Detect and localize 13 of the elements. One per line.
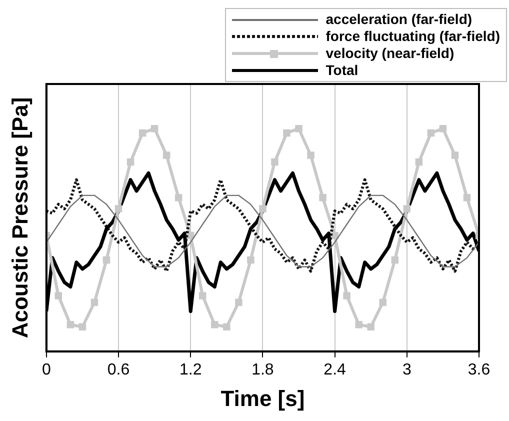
x-axis-title: Time [s] [220,386,305,411]
legend-label: Total [326,62,358,79]
x-tick-label: 3 [402,361,412,378]
x-tick-label: 3.6 [468,361,490,378]
legend-label: acceleration (far-field) [326,11,472,28]
x-tick-label: 2.4 [324,361,346,378]
x-tick-label: 0 [42,361,51,378]
x-tick-label: 0.6 [107,361,130,378]
x-tick-label: 1.2 [179,361,202,378]
y-axis-title: Acoustic Pressure [Pa] [7,97,32,338]
legend-label: force fluctuating (far-field) [326,28,500,45]
x-tick-label: 1.8 [252,361,274,378]
legend-label: velocity (near-field) [326,45,454,62]
